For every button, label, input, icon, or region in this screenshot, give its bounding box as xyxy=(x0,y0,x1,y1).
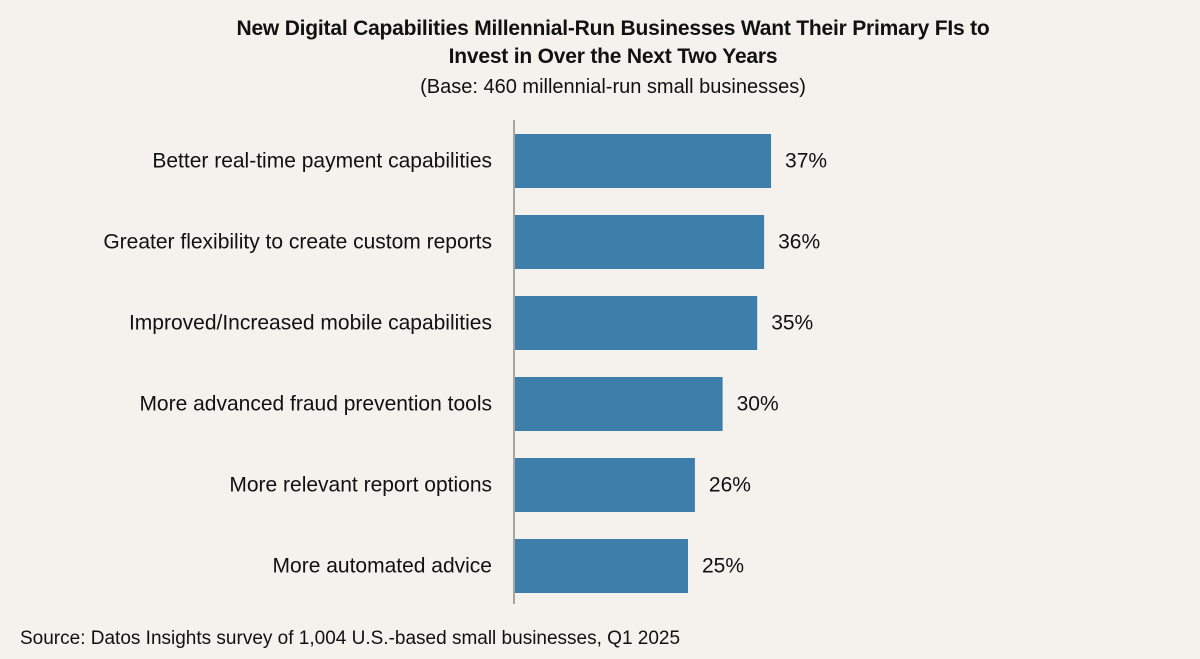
category-label: Better real-time payment capabilities xyxy=(152,150,492,173)
bar xyxy=(515,134,772,188)
category-label: More relevant report options xyxy=(229,474,492,497)
data-label: 25% xyxy=(702,555,744,578)
data-label: 37% xyxy=(785,150,827,173)
data-label: 30% xyxy=(737,393,779,416)
chart-title-line-1: New Digital Capabilities Millennial-Run … xyxy=(236,17,990,40)
source-note: Source: Datos Insights survey of 1,004 U… xyxy=(20,628,681,649)
bar xyxy=(515,377,723,431)
chart-subtitle: (Base: 460 millennial-run small business… xyxy=(420,76,806,98)
data-label: 35% xyxy=(771,312,813,335)
bar xyxy=(515,215,765,269)
category-label: More advanced fraud prevention tools xyxy=(139,393,492,416)
category-label: Greater flexibility to create custom rep… xyxy=(103,231,492,254)
bar xyxy=(515,458,695,512)
data-label: 26% xyxy=(709,474,751,497)
chart-title-line-2: Invest in Over the Next Two Years xyxy=(448,45,778,68)
category-label: More automated advice xyxy=(273,555,492,578)
bar xyxy=(515,539,688,593)
category-label: Improved/Increased mobile capabilities xyxy=(129,312,492,335)
data-label: 36% xyxy=(778,231,820,254)
bar xyxy=(515,296,758,350)
